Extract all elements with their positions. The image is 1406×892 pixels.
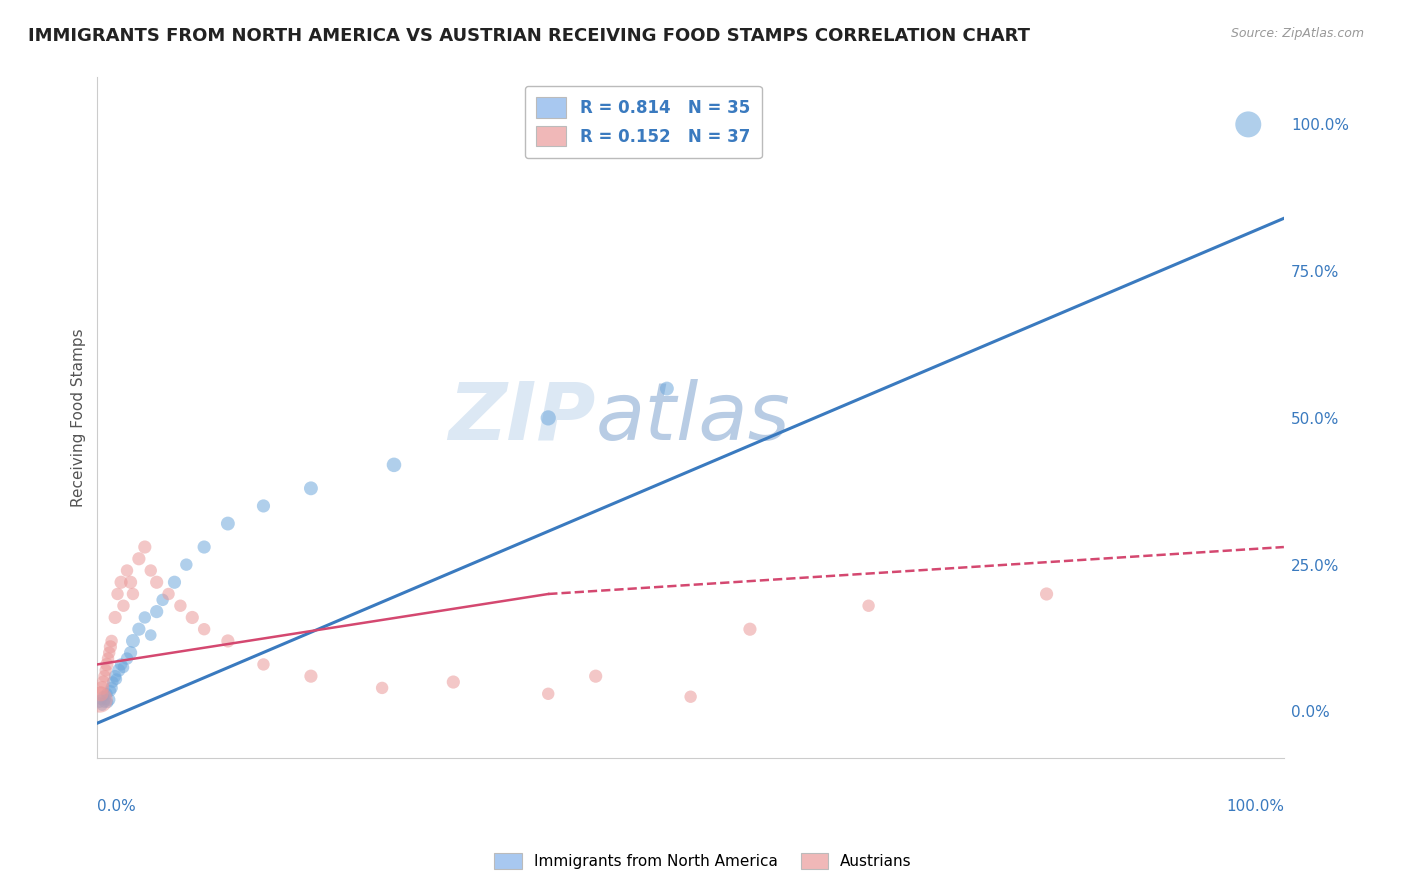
Point <box>193 622 215 636</box>
Point <box>217 516 239 531</box>
Y-axis label: Receiving Food Stamps: Receiving Food Stamps <box>72 328 86 508</box>
Point <box>91 690 114 704</box>
Point <box>181 610 204 624</box>
Point <box>104 669 127 683</box>
Point <box>441 675 464 690</box>
Point <box>110 657 132 672</box>
Point <box>1035 587 1057 601</box>
Point <box>193 540 215 554</box>
Point <box>105 672 128 686</box>
Point <box>100 683 122 698</box>
Point <box>96 657 118 672</box>
Point <box>93 696 115 710</box>
Point <box>252 499 274 513</box>
Point <box>299 669 322 683</box>
Point <box>134 540 156 554</box>
Point <box>382 458 405 472</box>
Point <box>97 696 120 710</box>
Point <box>585 669 607 683</box>
Point <box>91 698 114 713</box>
Legend: Immigrants from North America, Austrians: Immigrants from North America, Austrians <box>488 847 918 875</box>
Point <box>98 692 121 706</box>
Point <box>122 634 145 648</box>
Text: Source: ZipAtlas.com: Source: ZipAtlas.com <box>1230 27 1364 40</box>
Point <box>120 575 142 590</box>
Point <box>93 669 115 683</box>
Point <box>98 646 121 660</box>
Point <box>299 481 322 495</box>
Point <box>217 634 239 648</box>
Point <box>104 610 127 624</box>
Point <box>94 663 117 677</box>
Point <box>128 551 150 566</box>
Point <box>145 575 167 590</box>
Point <box>655 382 678 396</box>
Point <box>100 634 122 648</box>
Point <box>537 687 560 701</box>
Point <box>100 640 122 654</box>
Point <box>122 587 145 601</box>
Point <box>89 696 111 710</box>
Point <box>112 660 135 674</box>
Point <box>100 681 122 695</box>
Legend: R = 0.814   N = 35, R = 0.152   N = 37: R = 0.814 N = 35, R = 0.152 N = 37 <box>524 86 762 158</box>
Point <box>128 622 150 636</box>
Point <box>157 587 180 601</box>
Point <box>101 675 124 690</box>
Point <box>858 599 880 613</box>
Point <box>110 575 132 590</box>
Point <box>90 687 112 701</box>
Point <box>97 651 120 665</box>
Point <box>115 651 138 665</box>
Point <box>90 692 112 706</box>
Point <box>163 575 186 590</box>
Point <box>679 690 702 704</box>
Point <box>134 610 156 624</box>
Point <box>139 628 162 642</box>
Point <box>169 599 191 613</box>
Point <box>91 681 114 695</box>
Point <box>89 692 111 706</box>
Text: IMMIGRANTS FROM NORTH AMERICA VS AUSTRIAN RECEIVING FOOD STAMPS CORRELATION CHAR: IMMIGRANTS FROM NORTH AMERICA VS AUSTRIA… <box>28 27 1031 45</box>
Point <box>176 558 198 572</box>
Text: 100.0%: 100.0% <box>1226 799 1284 814</box>
Point <box>537 410 560 425</box>
Point <box>107 663 129 677</box>
Point <box>120 646 142 660</box>
Text: ZIP: ZIP <box>449 379 596 457</box>
Point <box>107 587 129 601</box>
Point <box>145 605 167 619</box>
Point <box>96 687 118 701</box>
Text: 0.0%: 0.0% <box>97 799 136 814</box>
Point <box>94 692 117 706</box>
Point <box>252 657 274 672</box>
Point <box>1237 117 1260 131</box>
Point <box>139 564 162 578</box>
Point <box>115 564 138 578</box>
Point <box>112 599 135 613</box>
Point <box>738 622 761 636</box>
Point <box>91 675 114 690</box>
Text: atlas: atlas <box>596 379 790 457</box>
Point <box>371 681 394 695</box>
Point <box>152 592 174 607</box>
